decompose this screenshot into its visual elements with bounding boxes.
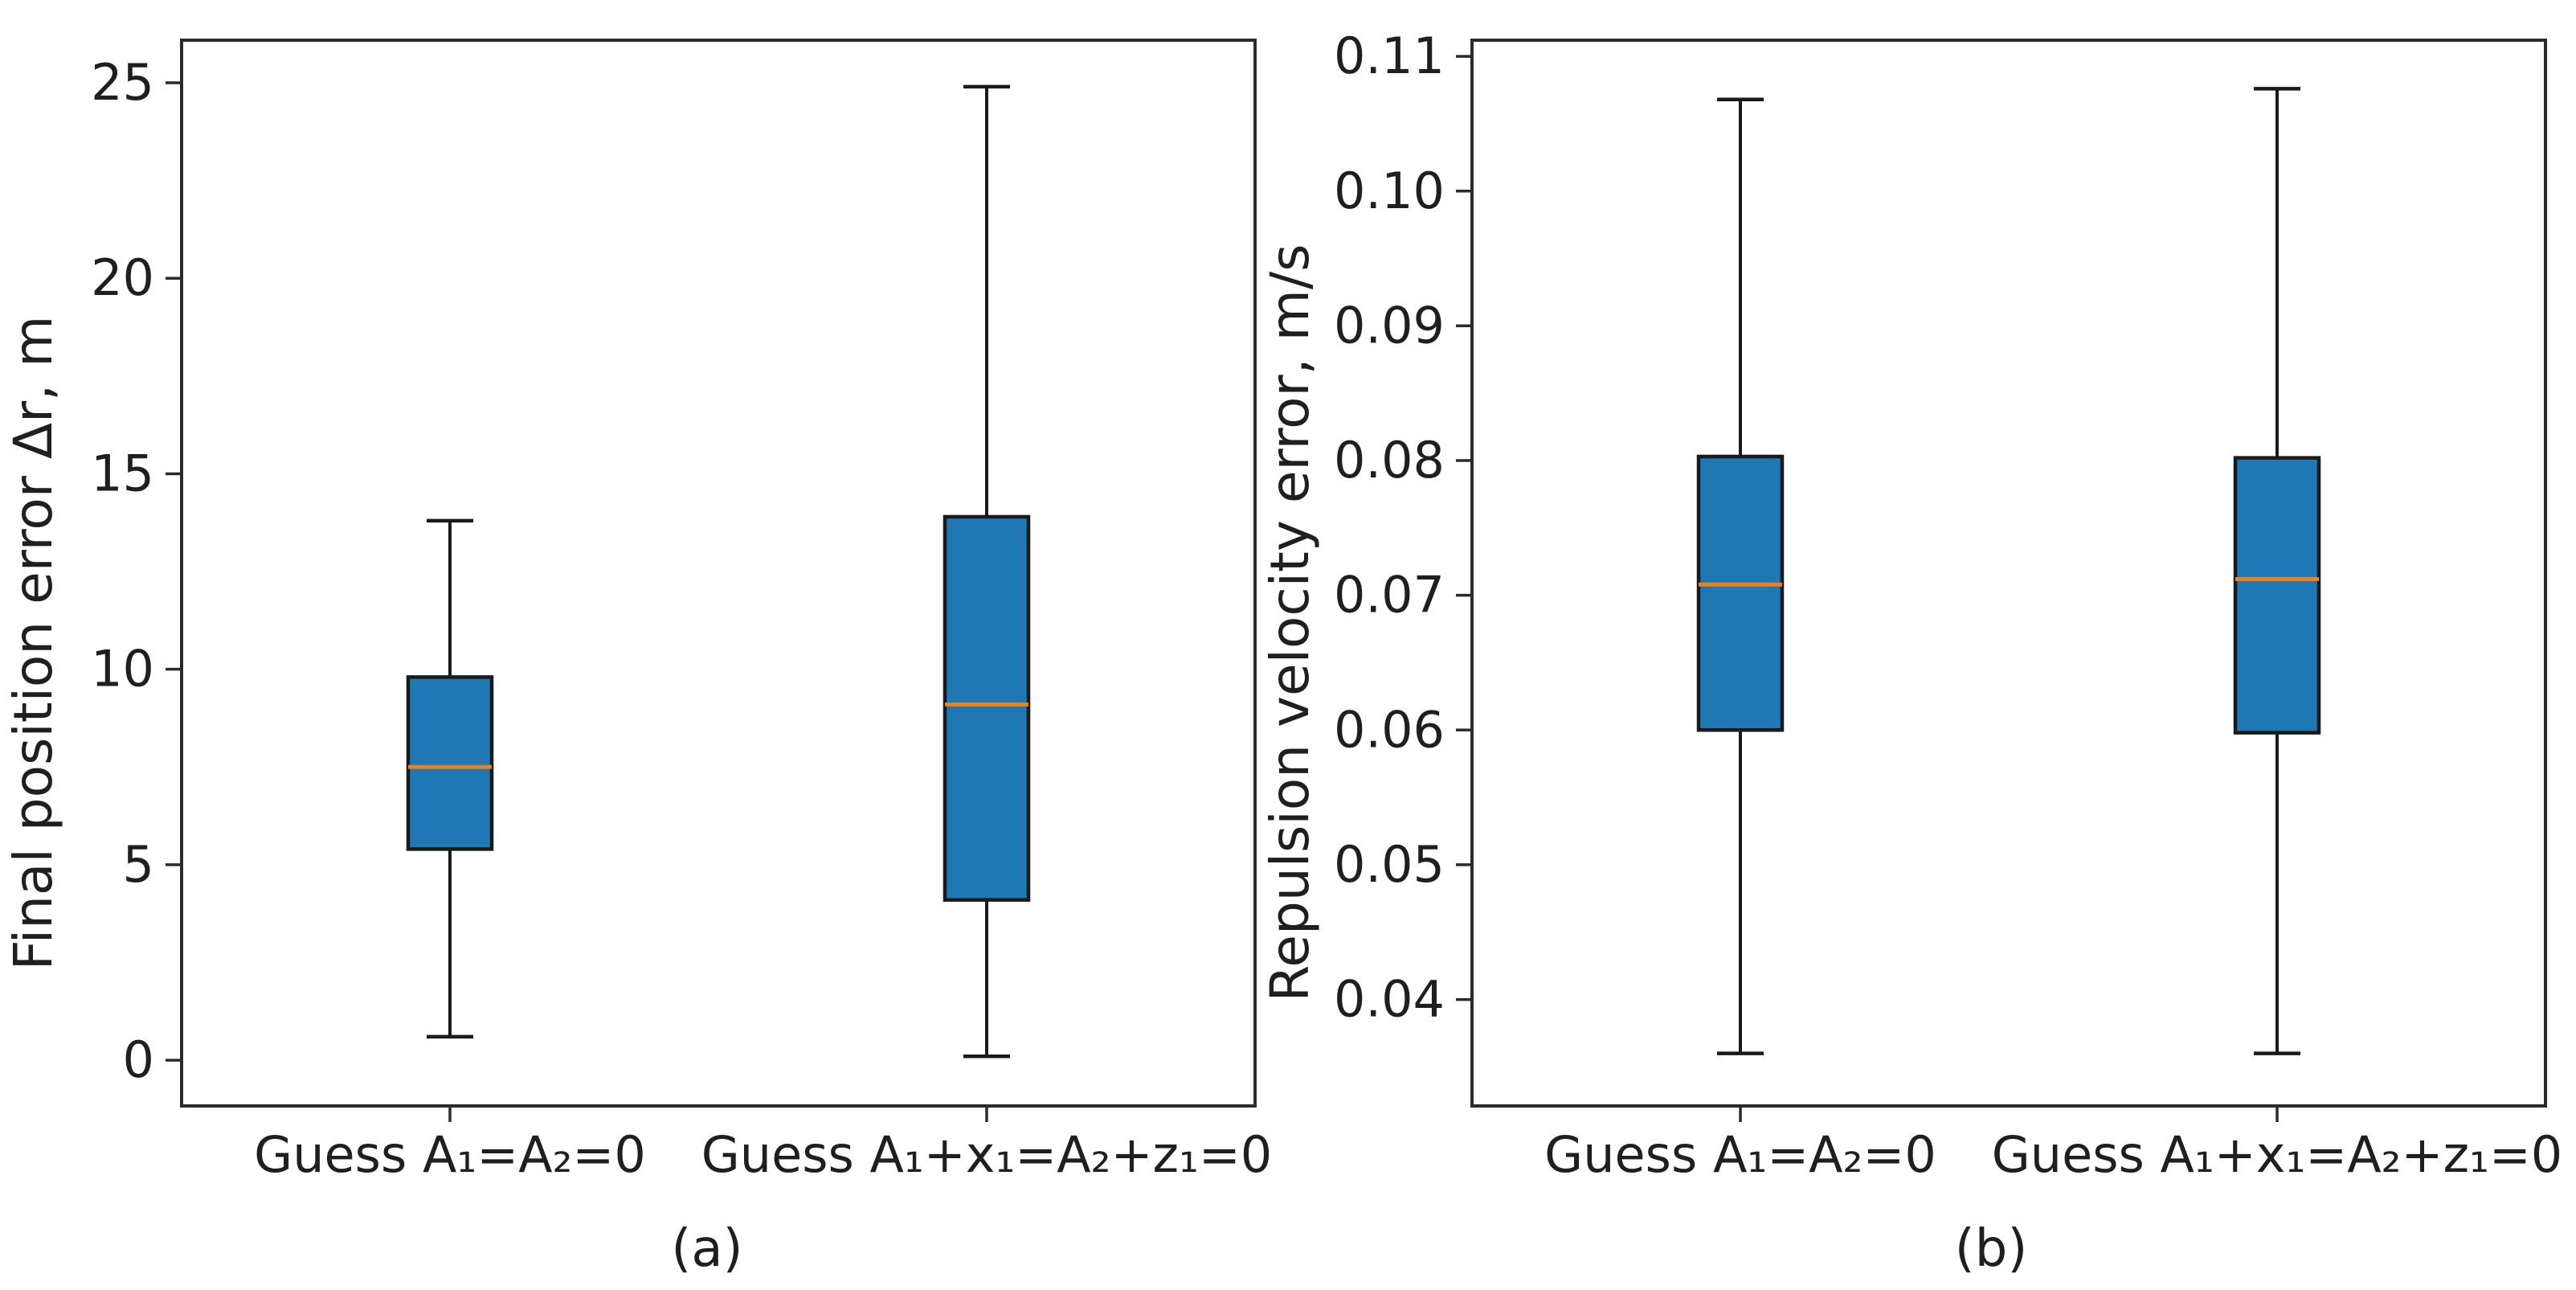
y-tick-label: 0.06 xyxy=(1334,700,1445,759)
y-tick-label: 25 xyxy=(91,53,154,112)
panel-caption-a: (a) xyxy=(671,1219,742,1279)
x-category-label: Guess A₁=A₂=0 xyxy=(254,1125,646,1184)
panel-caption-b: (b) xyxy=(1955,1219,2028,1279)
axes-frame-a xyxy=(180,39,1257,1108)
x-category-label: Guess A₁+x₁=A₂+z₁=0 xyxy=(1992,1125,2563,1184)
box-b-2 xyxy=(2233,456,2321,735)
y-tick-label: 0.04 xyxy=(1334,970,1445,1029)
y-axis-label-a: Final position error Δr, m xyxy=(2,316,64,971)
y-tick-label: 0.09 xyxy=(1334,296,1445,354)
box-a-2 xyxy=(942,514,1031,902)
y-tick-label: 5 xyxy=(123,835,154,894)
axes-frame-b xyxy=(1470,39,2547,1108)
y-tick-label: 15 xyxy=(91,444,154,502)
y-tick-label: 0.10 xyxy=(1334,162,1445,220)
box-a-1 xyxy=(406,675,494,851)
box-b-1 xyxy=(1696,454,1785,732)
y-tick-label: 10 xyxy=(91,640,154,698)
x-category-label: Guess A₁+x₁=A₂+z₁=0 xyxy=(701,1125,1273,1184)
y-tick-label: 0.08 xyxy=(1334,431,1445,489)
x-category-label: Guess A₁=A₂=0 xyxy=(1544,1125,1936,1184)
y-axis-label-b: Repulsion velocity error, m/s xyxy=(1259,244,1321,1001)
y-tick-label: 0.05 xyxy=(1334,835,1445,894)
y-tick-label: 0 xyxy=(123,1030,154,1089)
y-tick-label: 0.11 xyxy=(1334,27,1445,85)
y-tick-label: 0.07 xyxy=(1334,566,1445,625)
y-tick-label: 20 xyxy=(91,248,154,307)
